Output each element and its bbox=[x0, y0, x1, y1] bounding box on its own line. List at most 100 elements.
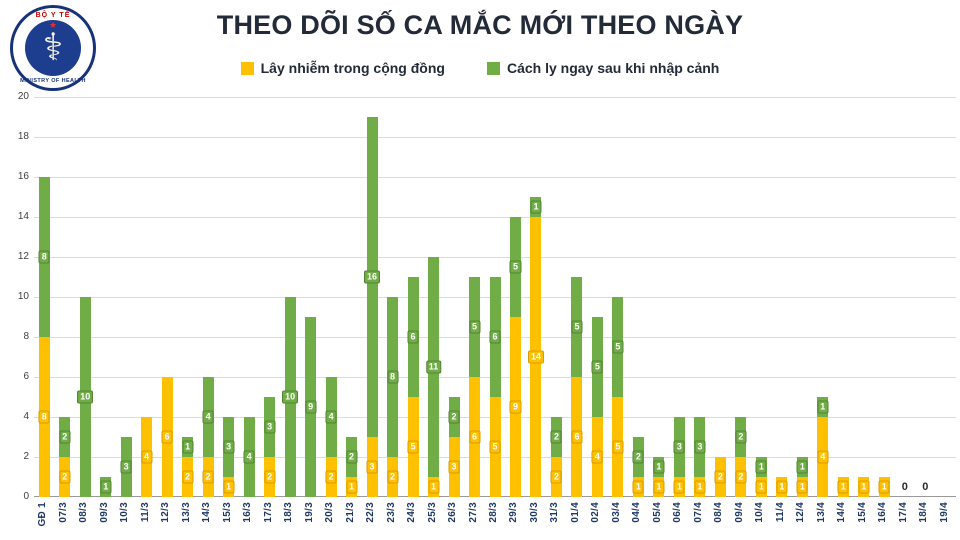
bar-value-label-quarantine: 1 bbox=[653, 460, 665, 474]
bar-value-label-community: 1 bbox=[837, 480, 849, 494]
x-axis-tick-label: 19/3 bbox=[303, 502, 315, 523]
x-axis-tick-label: 29/3 bbox=[508, 502, 520, 523]
x-axis-tick-label: 05/4 bbox=[651, 502, 663, 523]
y-axis-tick-label: 20 bbox=[17, 91, 29, 102]
bar-value-label-quarantine: 11 bbox=[425, 360, 442, 374]
gridline bbox=[34, 257, 956, 258]
bar-value-label-community: 6 bbox=[161, 430, 173, 444]
bar-value-label-community: 3 bbox=[366, 460, 378, 474]
bar-value-label-community: 2 bbox=[59, 470, 71, 484]
bar-value-label-community: 4 bbox=[817, 450, 829, 464]
x-axis-tick-label: 15/3 bbox=[221, 502, 233, 523]
bar-value-label-quarantine: 2 bbox=[59, 430, 71, 444]
y-axis-tick-label: 0 bbox=[23, 491, 29, 502]
x-axis-tick-label: 13/3 bbox=[180, 502, 192, 523]
x-axis-tick-label: 08/4 bbox=[713, 502, 725, 523]
y-axis-tick-label: 10 bbox=[17, 291, 29, 302]
x-axis-tick-label: 31/3 bbox=[549, 502, 561, 523]
x-axis-tick-label: GĐ 1 bbox=[37, 502, 49, 527]
x-axis-tick-label: 14/3 bbox=[201, 502, 213, 523]
bar-value-label-quarantine: 4 bbox=[243, 450, 255, 464]
bar-value-label-community: 8 bbox=[38, 410, 50, 424]
x-axis-tick-label: 22/3 bbox=[365, 502, 377, 523]
x-axis-tick-label: 19/4 bbox=[938, 502, 950, 523]
bar-value-label-quarantine: 4 bbox=[325, 410, 337, 424]
bar-value-label-quarantine: 10 bbox=[282, 390, 299, 404]
legend-label-quarantine: Cách ly ngay sau khi nhập cảnh bbox=[506, 60, 720, 76]
x-axis-tick-label: 30/3 bbox=[528, 502, 540, 523]
bar-value-label-community: 5 bbox=[612, 440, 624, 454]
bar-value-label-community: 2 bbox=[735, 470, 747, 484]
bar-value-label-quarantine: 3 bbox=[223, 440, 235, 454]
bar-value-label-quarantine: 8 bbox=[387, 370, 399, 384]
y-axis-tick-label: 6 bbox=[23, 371, 29, 382]
bar-value-label-quarantine: 5 bbox=[468, 320, 481, 334]
ministry-of-health-logo: BỘ Y TẾ ★ ⚕ MINISTRY OF HEALTH bbox=[10, 5, 96, 91]
bar-value-label-community: 1 bbox=[653, 480, 665, 494]
legend-swatch-quarantine bbox=[486, 61, 500, 75]
zero-value-label: 0 bbox=[922, 481, 929, 493]
x-axis-tick-label: 23/3 bbox=[385, 502, 397, 523]
x-axis: GĐ 1 07/3 08/3 09/3 10/3 11/3 12/3 13/3 14/3 15/3… bbox=[34, 499, 956, 539]
bar-value-label-quarantine: 5 bbox=[612, 340, 624, 354]
x-axis-tick-label: 03/4 bbox=[610, 502, 622, 523]
bar-value-label-community: 1 bbox=[694, 480, 706, 494]
x-axis-tick-label: 18/3 bbox=[283, 502, 295, 523]
bar-value-label-quarantine: 5 bbox=[509, 260, 521, 274]
bar-value-label-community: 3 bbox=[448, 460, 460, 474]
gridline bbox=[34, 177, 956, 178]
y-axis-tick-label: 8 bbox=[23, 331, 29, 342]
bar-value-label-community: 1 bbox=[632, 480, 644, 494]
bar-value-label-community: 1 bbox=[755, 480, 767, 494]
bar-value-label-quarantine: 2 bbox=[735, 430, 747, 444]
legend-label-community: Lây nhiễm trong cộng đồng bbox=[260, 60, 445, 76]
x-axis-tick-label: 21/3 bbox=[344, 502, 356, 523]
bar-value-label-community: 1 bbox=[428, 480, 440, 494]
x-axis-tick-label: 12/3 bbox=[160, 502, 172, 523]
x-axis-tick-label: 12/4 bbox=[795, 502, 807, 523]
legend-swatch-community bbox=[240, 61, 254, 75]
plot-area: 8 8 2 2 10 1 3 4 6 2 1 2 4 1 3 4 2 3 10 9 2 4 1 2 3 16 2 8 5 6 1 11 3 2 6 5… bbox=[34, 97, 956, 497]
y-axis: 0 2 4 6 8 10 12 14 16 18 20 bbox=[8, 91, 34, 502]
bar-value-label-quarantine: 8 bbox=[38, 250, 50, 264]
bar-value-label-quarantine: 2 bbox=[448, 410, 460, 424]
bar-value-label-quarantine: 3 bbox=[694, 440, 706, 454]
bar-value-label-quarantine: 2 bbox=[346, 450, 358, 464]
x-axis-tick-label: 11/4 bbox=[774, 502, 786, 523]
x-axis-tick-label: 09/4 bbox=[733, 502, 745, 523]
bar-value-label-quarantine: 3 bbox=[120, 460, 132, 474]
x-axis-tick-label: 16/4 bbox=[877, 502, 889, 523]
bar-value-label-community: 1 bbox=[223, 480, 235, 494]
bar-value-label-quarantine: 2 bbox=[550, 430, 562, 444]
legend-item-quarantine: Cách ly ngay sau khi nhập cảnh bbox=[486, 60, 720, 76]
x-axis-tick-label: 04/4 bbox=[631, 502, 643, 523]
gridline bbox=[34, 217, 956, 218]
bar-value-label-quarantine: 5 bbox=[571, 320, 583, 334]
x-axis-tick-label: 06/4 bbox=[672, 502, 684, 523]
bar-value-label-community: 6 bbox=[571, 430, 583, 444]
bar-value-label-quarantine: 1 bbox=[182, 440, 194, 454]
bar-value-label-community: 1 bbox=[673, 480, 685, 494]
star-icon: ★ bbox=[48, 20, 58, 30]
bar-value-label-community: 2 bbox=[550, 470, 562, 484]
bar-value-label-community: 1 bbox=[878, 480, 890, 494]
x-axis-tick-label: 09/3 bbox=[98, 502, 110, 523]
bar-value-label-quarantine: 2 bbox=[632, 450, 644, 464]
bar-value-label-community: 2 bbox=[325, 470, 337, 484]
x-axis-tick-label: 02/4 bbox=[590, 502, 602, 523]
bar-value-label-community: 1 bbox=[796, 480, 808, 494]
bar-value-label-community: 1 bbox=[858, 480, 870, 494]
bar-value-label-community: 5 bbox=[407, 440, 419, 454]
x-axis-tick-label: 18/4 bbox=[918, 502, 930, 523]
x-axis-tick-label: 11/3 bbox=[139, 502, 151, 523]
bar-value-label-community: 2 bbox=[387, 470, 399, 484]
x-axis-tick-label: 14/4 bbox=[836, 502, 848, 523]
bar-value-label-community: 5 bbox=[489, 440, 501, 454]
bar-value-label-quarantine: 16 bbox=[364, 270, 381, 284]
logo-top-text: BỘ Y TẾ bbox=[35, 12, 71, 19]
bar-value-label-community: 1 bbox=[346, 480, 358, 494]
x-axis-tick-label: 17/3 bbox=[262, 502, 274, 523]
x-axis-tick-label: 28/3 bbox=[488, 502, 499, 523]
bar-value-label-quarantine: 1 bbox=[817, 400, 829, 414]
